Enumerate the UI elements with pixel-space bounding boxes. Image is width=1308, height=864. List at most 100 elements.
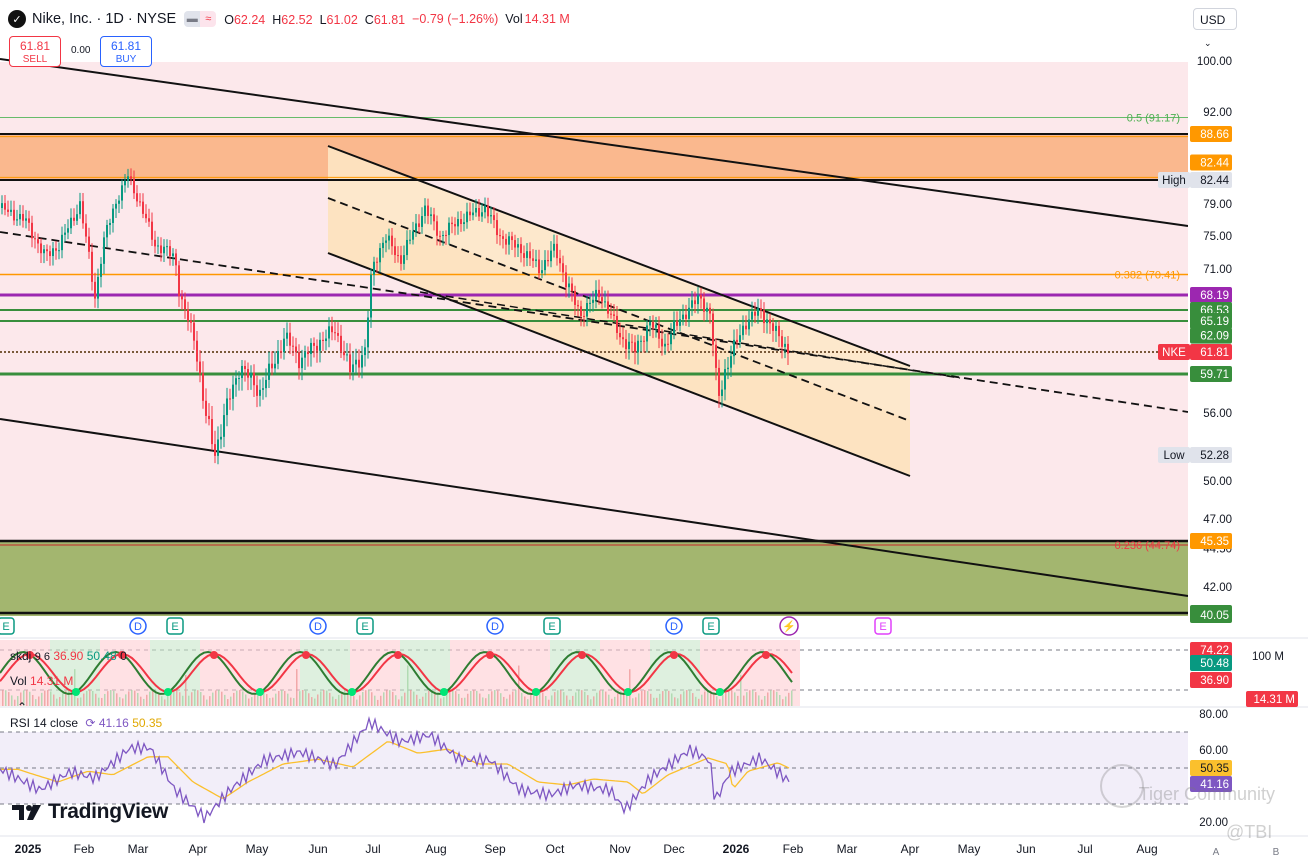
candle [436, 215, 438, 246]
volume-bar [563, 692, 565, 706]
volume-legend[interactable]: Vol 14.31 M [10, 674, 73, 688]
skdj-legend[interactable]: skdj 9 6 36.90 50.48 0 [10, 649, 127, 663]
candle [523, 245, 525, 267]
earnings-marker[interactable]: E [0, 617, 15, 635]
volume-bar [443, 697, 445, 706]
time-label: Jun [308, 842, 327, 856]
rsi-legend[interactable]: RSI 14 close ⟳ 41.16 50.35 [10, 716, 162, 730]
candle [148, 208, 150, 227]
currency-select[interactable]: USD ⌄ [1193, 8, 1237, 48]
log-scale-button[interactable]: B [1273, 847, 1280, 858]
volume-bar [587, 695, 589, 706]
volume-bar [47, 690, 49, 706]
event-marker-text: E [707, 621, 714, 633]
skdj-cross-dot [532, 688, 540, 696]
indicator-toggle[interactable]: ▬ ≈ [184, 11, 217, 27]
candle [709, 303, 711, 324]
candle [301, 349, 303, 381]
volume-bar [713, 692, 715, 706]
candle [562, 255, 564, 283]
dividend-marker[interactable]: D [665, 617, 683, 635]
candle [685, 304, 687, 327]
candle [244, 360, 246, 382]
earnings-marker[interactable]: E [166, 617, 184, 635]
candle [52, 241, 54, 266]
collapse-arrow-icon[interactable]: ⌃ [17, 700, 27, 714]
candle [397, 246, 399, 263]
sell-button[interactable]: 61.81 SELL [9, 36, 61, 67]
volume-bar [500, 693, 502, 706]
skdj-badge-bg [1190, 655, 1232, 671]
split-marker[interactable]: ⚡ [779, 616, 799, 636]
volume-bar [626, 691, 628, 706]
skdj-badge-bg [1190, 672, 1232, 688]
dividend-marker[interactable]: D [486, 617, 504, 635]
price-badge-82.44: 82.44 High [1158, 172, 1232, 188]
volume-bar [479, 693, 481, 706]
orange-zone [0, 134, 1188, 180]
rsi-tick: 60.00 [1199, 745, 1228, 757]
time-axis: 2025 Feb Mar Apr May Jun Jul Aug Sep Oct Nov Dec 202… [15, 842, 1280, 858]
skdj-cross-dot [302, 651, 310, 659]
event-markers: E D E D E D E D E ⚡ E [0, 616, 892, 636]
price-tick: 92.00 [1203, 107, 1232, 119]
buy-button[interactable]: 61.81 BUY [100, 36, 152, 67]
dividend-marker[interactable]: D [309, 617, 327, 635]
candle [268, 351, 270, 388]
volume-bar [671, 693, 673, 706]
rsi-settings-icon[interactable]: ⟳ [85, 716, 96, 730]
tradingview-logo[interactable]: TradingView [12, 800, 168, 824]
volume-bar [74, 669, 76, 706]
volume-bar [335, 699, 337, 706]
volume-bar [788, 692, 790, 706]
volume-bar [299, 691, 301, 706]
volume-bar [743, 695, 745, 706]
volume-bar [590, 699, 592, 706]
volume-bar [332, 696, 334, 706]
volume-bar [320, 691, 322, 706]
auto-scale-button[interactable]: A [1213, 847, 1220, 858]
approx-icon: ≈ [200, 11, 217, 27]
candle [322, 331, 324, 351]
volume-bar [551, 695, 553, 706]
candle [724, 359, 726, 401]
candle [580, 300, 582, 327]
candle [439, 230, 441, 246]
skdj-extra-value: 0 [120, 649, 127, 663]
volume-bar [560, 690, 562, 706]
candle [67, 219, 69, 240]
volume-bar [572, 695, 574, 706]
candle [670, 323, 672, 351]
skdj-cross-dot [256, 688, 264, 696]
candle [355, 348, 357, 374]
volume-bar [182, 695, 184, 706]
earnings-marker[interactable]: E [356, 617, 374, 635]
symbol-title[interactable]: Nike, Inc. · 1D · NYSE [32, 11, 177, 27]
candle [127, 168, 129, 188]
candle [721, 380, 723, 408]
earnings-marker[interactable]: E [702, 617, 720, 635]
candle [157, 236, 159, 255]
volume-bar [779, 694, 781, 706]
candle [226, 387, 228, 427]
dividend-marker[interactable]: D [129, 617, 147, 635]
earnings-marker[interactable]: E [874, 617, 892, 635]
trend-line-1 [0, 418, 1189, 597]
volume-bar [440, 698, 442, 706]
volume-bar [776, 691, 778, 706]
price-badge-text: 62.09 [1200, 331, 1229, 343]
skdj-cross-dot [118, 651, 126, 659]
price-badge-59.71: 59.71 [1190, 366, 1232, 382]
earnings-marker[interactable]: E [543, 617, 561, 635]
volume-bar [722, 695, 724, 706]
candle [739, 324, 741, 348]
candle [727, 356, 729, 380]
volume-bar [53, 694, 55, 706]
tradingview-logo-text: TradingView [48, 800, 169, 823]
volume-bar [338, 694, 340, 706]
candle [640, 335, 642, 352]
candle [145, 204, 147, 223]
